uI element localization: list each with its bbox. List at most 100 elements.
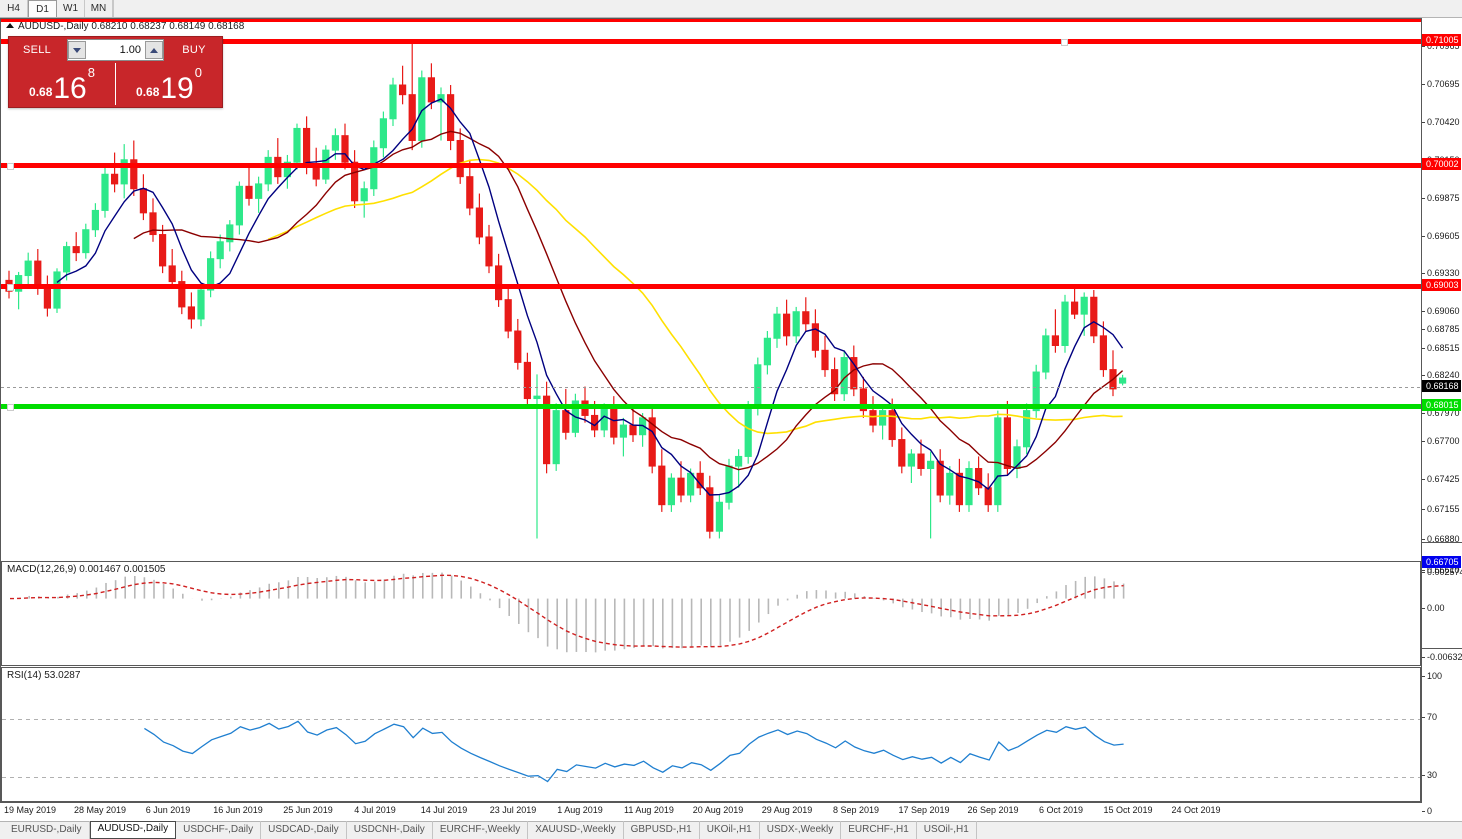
candle-body: [667, 477, 675, 506]
candle-body: [955, 472, 963, 506]
level-anchor[interactable]: [7, 404, 14, 411]
resistance-badge-0-71005[interactable]: 0.71005: [1422, 34, 1461, 46]
symbol-tab-xauusd-weekly[interactable]: XAUUSD-,Weekly: [528, 821, 624, 839]
candle-body: [648, 417, 656, 467]
candle-body: [437, 94, 445, 103]
volume-increment-button[interactable]: [145, 41, 163, 59]
trade-panel-top: SELL 1.00 BUY: [9, 37, 222, 63]
rsi-pane[interactable]: RSI(14) 53.0287: [1, 667, 1421, 802]
timeframe-tab-h4[interactable]: H4: [0, 0, 28, 17]
candle-body: [811, 323, 819, 351]
timeframe-tab-mn[interactable]: MN: [85, 0, 113, 17]
timeframe-tab-d1[interactable]: D1: [28, 0, 57, 17]
candle-body: [888, 410, 896, 441]
candle-body: [946, 472, 954, 496]
candle-body: [447, 94, 455, 141]
price-tick-label: 0.68515: [1427, 343, 1460, 353]
candle-body: [783, 313, 791, 337]
level-anchor[interactable]: [7, 163, 14, 170]
candle-body: [965, 467, 973, 506]
candle-body: [898, 439, 906, 467]
price-tick-label: 0.67425: [1427, 474, 1460, 484]
symbol-tab-usdchf-daily[interactable]: USDCHF-,Daily: [176, 821, 262, 839]
resistance-line-0-71005[interactable]: [1, 39, 1421, 46]
symbol-tab-gbpusd-h1[interactable]: GBPUSD-,H1: [624, 821, 700, 839]
price-tick-label: 0.68240: [1427, 370, 1460, 380]
symbol-tab-eurchf-h1[interactable]: EURCHF-,H1: [841, 821, 917, 839]
symbol-tab-usoil-h1[interactable]: USOil-,H1: [917, 821, 977, 839]
price-tick-label: 0.67700: [1427, 436, 1460, 446]
date-scale[interactable]: 19 May 2019 28 May 2019 6 Jun 2019 16 Jun 2…: [0, 804, 1462, 820]
one-click-trading-panel[interactable]: SELL 1.00 BUY 0.68 16 8 0.68 19 0: [8, 36, 223, 108]
axis-tick-mark: [1422, 717, 1425, 718]
candle-body: [936, 460, 944, 496]
candle-body: [130, 159, 138, 190]
sell-price-main: 16: [53, 72, 87, 105]
volume-value[interactable]: 1.00: [119, 44, 141, 56]
sell-button[interactable]: SELL: [22, 44, 52, 56]
chart-title: AUDUSD-,Daily 0.68210 0.68237 0.68149 0.…: [18, 21, 245, 32]
symbol-tab-eurusd-daily[interactable]: EURUSD-,Daily: [4, 821, 90, 839]
candle-body: [168, 265, 176, 283]
resistance-line-0-69003[interactable]: [1, 284, 1421, 291]
candle-body: [63, 246, 71, 273]
volume-input[interactable]: 1.00: [67, 39, 164, 61]
axis-tick-mark: [1422, 608, 1425, 609]
candle-body: [629, 424, 637, 436]
volume-decrement-button[interactable]: [68, 41, 86, 59]
axis-tick-mark: [1422, 676, 1425, 677]
timeframe-tab-w1[interactable]: W1: [57, 0, 85, 17]
candle-body: [773, 313, 781, 339]
candle-body: [523, 361, 531, 400]
chart-collapse-icon[interactable]: [6, 23, 14, 28]
candle-body: [245, 185, 253, 199]
level-anchor[interactable]: [1061, 39, 1068, 46]
rsi-tick-label: 100: [1427, 671, 1443, 681]
symbol-tab-eurchf-weekly[interactable]: EURCHF-,Weekly: [433, 821, 529, 839]
symbol-tab-ukoil-h1[interactable]: UKOil-,H1: [700, 821, 760, 839]
ma-slow-line: [267, 158, 1123, 435]
candle-body: [178, 281, 186, 308]
symbol-tab-audusd-daily[interactable]: AUDUSD-,Daily: [89, 821, 177, 839]
buy-button[interactable]: BUY: [182, 44, 206, 56]
candle-body: [1119, 377, 1127, 384]
current-price-badge[interactable]: 0.68168: [1422, 380, 1461, 392]
price-tick-mark: [1422, 479, 1425, 480]
axis-tick-mark: [1422, 657, 1425, 658]
symbol-tab-usdcnh-daily[interactable]: USDCNH-,Daily: [347, 821, 433, 839]
rsi-plot: [144, 720, 1124, 783]
symbol-tab-usdx-weekly[interactable]: USDX-,Weekly: [760, 821, 842, 839]
buy-price[interactable]: 0.68 19 0: [115, 63, 222, 105]
price-pane[interactable]: [1, 19, 1462, 560]
candle-body: [91, 209, 100, 231]
price-plot: [5, 41, 1127, 539]
date-tick-label: 19 May 2019: [3, 805, 57, 815]
symbol-tab-bar[interactable]: EURUSD-,Daily AUDUSD-,Daily USDCHF-,Daily U…: [0, 821, 1462, 839]
symbol-tab-usdcad-daily[interactable]: USDCAD-,Daily: [261, 821, 347, 839]
candle-body: [552, 410, 560, 465]
resistance-badge-0-69003[interactable]: 0.69003: [1422, 279, 1461, 291]
candle-body: [619, 424, 627, 438]
candle-body: [802, 311, 810, 325]
resistance-line-0-70002[interactable]: [1, 163, 1421, 170]
price-tick-label: 0.69060: [1427, 306, 1460, 316]
price-tick-label: 0.70420: [1427, 117, 1460, 127]
candle-body: [293, 127, 301, 163]
candle-body: [869, 410, 877, 426]
price-scale[interactable]: 0.709650.706950.704200.701500.698750.696…: [1421, 18, 1462, 816]
support-badge-0-68015[interactable]: 0.68015: [1422, 399, 1461, 411]
candle-body: [543, 395, 551, 465]
price-tick-mark: [1422, 122, 1425, 123]
candle-body: [514, 330, 522, 363]
candle-body: [859, 388, 867, 412]
support-badge-0-66705[interactable]: 0.66705: [1422, 556, 1461, 568]
sell-price[interactable]: 0.68 16 8: [9, 63, 115, 105]
candle-body: [504, 299, 512, 332]
level-anchor[interactable]: [7, 284, 14, 291]
candle-body: [907, 453, 915, 467]
price-tick-label: 0.69605: [1427, 231, 1460, 241]
macd-pane[interactable]: MACD(12,26,9) 0.001467 0.001505: [1, 561, 1421, 666]
candle-body: [235, 185, 244, 226]
resistance-badge-0-70002[interactable]: 0.70002: [1422, 158, 1461, 170]
support-line-0-68015[interactable]: [1, 404, 1421, 411]
